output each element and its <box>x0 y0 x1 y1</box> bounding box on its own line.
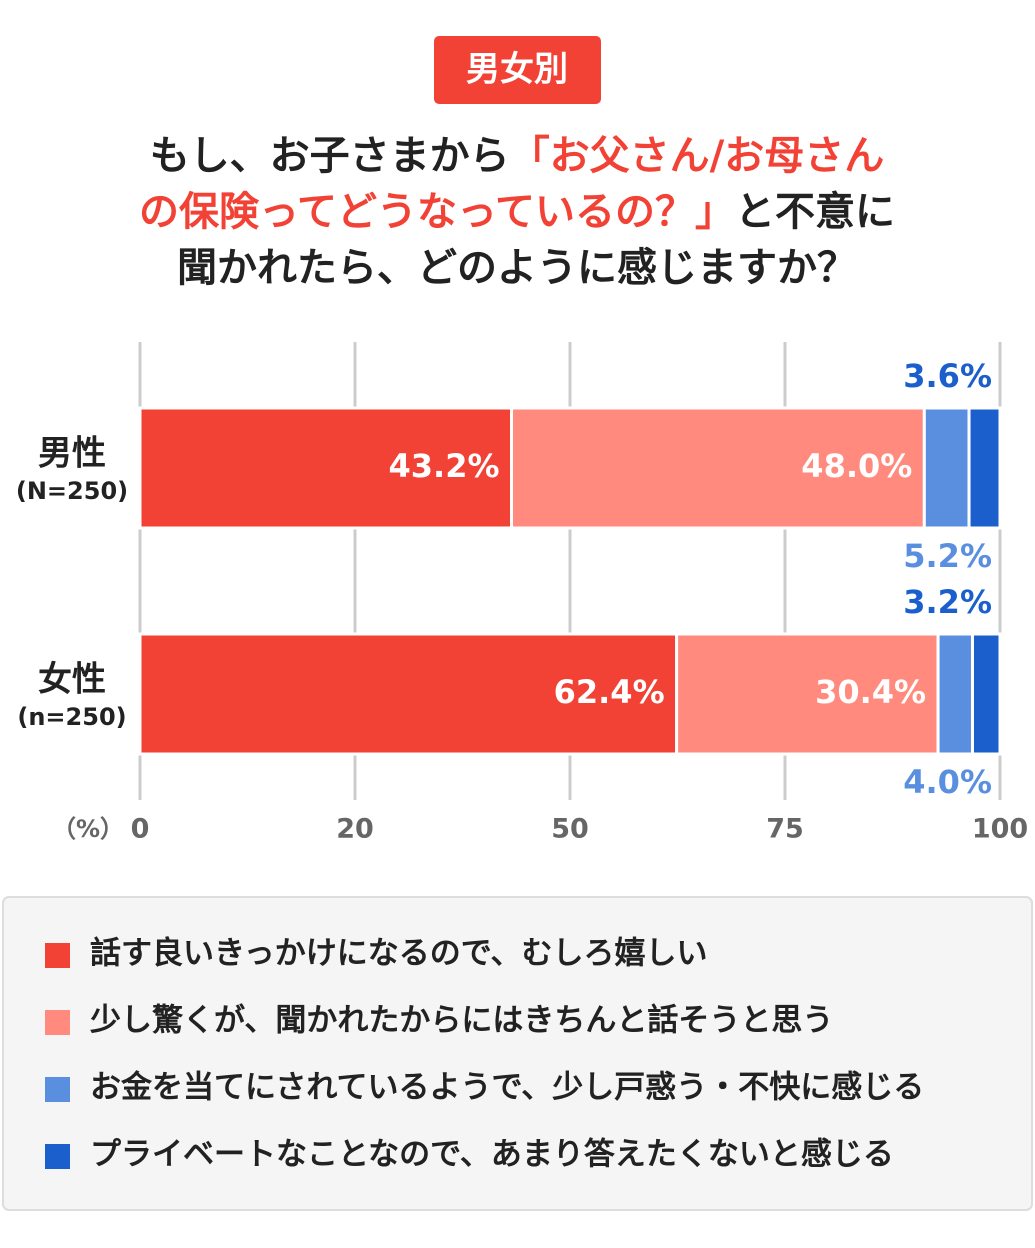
x-tick-label: 75 <box>766 814 804 845</box>
x-tick-label: 0 <box>131 814 150 845</box>
bar <box>970 632 1002 756</box>
bar <box>675 632 940 756</box>
title-segment: と不意に <box>735 189 895 235</box>
legend-label: プライベートなことなので、あまり答えたくないと感じる <box>90 1137 894 1173</box>
legend-swatch <box>45 1077 70 1102</box>
sample-size: (N=250) <box>16 477 128 505</box>
sample-size: (n=250) <box>17 703 126 731</box>
badge-bg <box>434 36 601 104</box>
bar <box>138 406 514 530</box>
value-label: 48.0% <box>801 447 912 485</box>
bar <box>936 632 974 756</box>
x-tick-label: 20 <box>336 814 374 845</box>
title-segment: もし、お子さまから <box>150 133 510 179</box>
legend-label: 話す良いきっかけになるので、むしろ嬉しい <box>90 936 708 972</box>
x-unit-label: （%） <box>52 815 124 843</box>
legend-swatch <box>45 1144 70 1169</box>
category-label: 女性 <box>38 660 106 700</box>
value-label: 43.2% <box>389 447 500 485</box>
value-label: 30.4% <box>815 673 926 711</box>
x-tick-label: 100 <box>972 814 1028 845</box>
x-tick-label: 50 <box>551 814 589 845</box>
title-segment: の保険ってどうなっているの？」 <box>139 189 735 235</box>
title-segment: 聞かれたら、どのように感じますか？ <box>177 245 857 291</box>
bar <box>967 406 1002 530</box>
title-line: もし、お子さまから「お父さん/お母さん <box>150 133 885 179</box>
category-label: 男性 <box>38 434 106 474</box>
value-label: 4.0% <box>903 763 992 801</box>
title-segment: 「お父さん/お母さん <box>510 133 885 179</box>
value-label: 5.2% <box>903 537 992 575</box>
legend-label: 少し驚くが、聞かれたからにはきちんと話そうと思う <box>90 1003 833 1039</box>
bar <box>922 406 971 530</box>
legend-label: お金を当てにされているようで、少し戸惑う・不快に感じる <box>90 1070 924 1106</box>
title-line: の保険ってどうなっているの？」と不意に <box>139 189 895 235</box>
legend-swatch <box>45 943 70 968</box>
value-label: 3.2% <box>903 583 992 621</box>
badge: 男女別 <box>466 50 568 90</box>
title-line: 聞かれたら、どのように感じますか？ <box>177 245 857 291</box>
legend-box <box>2 896 1033 1211</box>
value-label: 3.6% <box>903 357 992 395</box>
value-label: 62.4% <box>554 673 665 711</box>
legend-swatch <box>45 1010 70 1035</box>
